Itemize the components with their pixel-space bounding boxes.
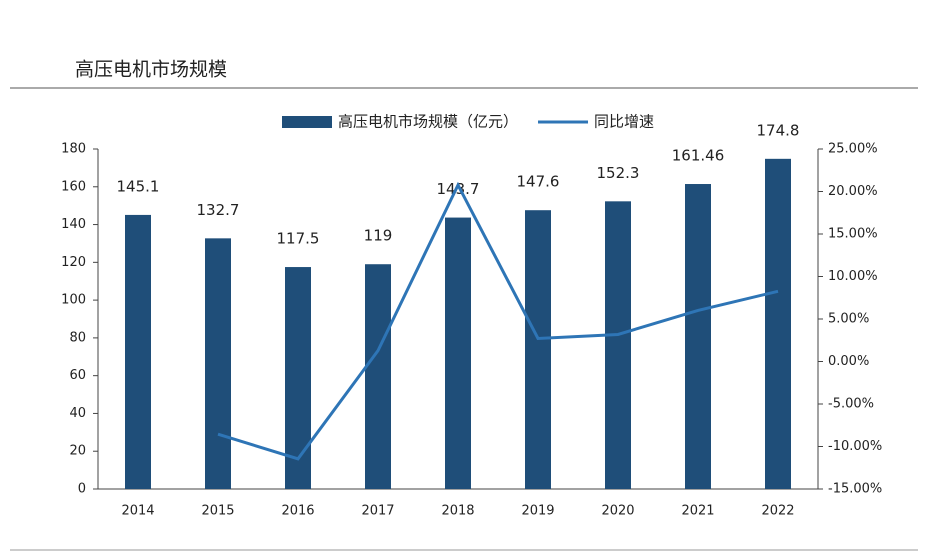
data-label: 145.1: [117, 177, 160, 195]
x-tick-label: 2015: [201, 504, 234, 519]
x-tick-label: 2016: [281, 504, 314, 519]
data-label: 117.5: [277, 230, 320, 248]
y2-tick-label: 10.00%: [828, 269, 878, 284]
y2-tick-label: 20.00%: [828, 184, 878, 199]
y2-tick-label: 15.00%: [828, 227, 878, 242]
y-tick-label: 140: [61, 217, 86, 232]
x-tick-label: 2021: [681, 504, 714, 519]
y-tick-label: 40: [69, 406, 86, 421]
y2-tick-label: 25.00%: [828, 142, 878, 157]
y2-tick-label: 0.00%: [828, 354, 869, 369]
legend-label: 同比增速: [594, 113, 654, 131]
bar: [445, 217, 471, 490]
data-label: 143.7: [437, 180, 480, 198]
x-tick-label: 2022: [761, 504, 794, 519]
chart-title: 高压电机市场规模: [75, 59, 227, 81]
data-label: 119: [364, 227, 393, 245]
legend-label: 高压电机市场规模（亿元）: [338, 113, 518, 131]
bar: [205, 238, 231, 489]
data-label: 161.46: [672, 147, 725, 165]
legend-swatch: [282, 116, 332, 128]
data-label: 174.8: [757, 121, 800, 139]
y2-tick-label: -5.00%: [828, 397, 874, 412]
bar: [765, 158, 791, 490]
y-tick-label: 60: [69, 368, 86, 383]
x-tick-label: 2014: [121, 504, 154, 519]
data-label: 147.6: [517, 173, 560, 191]
data-label: 152.3: [597, 164, 640, 182]
data-label: 132.7: [197, 201, 240, 219]
y2-tick-label: -15.00%: [828, 482, 882, 497]
bar: [605, 201, 631, 490]
bar: [285, 267, 311, 489]
bar: [125, 214, 151, 489]
x-tick-label: 2019: [521, 504, 554, 519]
x-tick-label: 2020: [601, 504, 634, 519]
bar: [365, 264, 391, 489]
y2-tick-label: -10.00%: [828, 439, 882, 454]
x-tick-label: 2018: [441, 504, 474, 519]
y-tick-label: 100: [61, 293, 86, 308]
y-tick-label: 80: [69, 330, 86, 345]
bar: [685, 184, 711, 489]
y-tick-label: 120: [61, 255, 86, 270]
x-tick-label: 2017: [361, 504, 394, 519]
line: [217, 181, 779, 461]
y-tick-label: 180: [61, 142, 86, 157]
bar: [525, 210, 551, 489]
y2-tick-label: 5.00%: [828, 312, 869, 327]
y-tick-label: 0: [78, 482, 86, 497]
y-tick-label: 20: [69, 444, 86, 459]
y-tick-label: 160: [61, 179, 86, 194]
